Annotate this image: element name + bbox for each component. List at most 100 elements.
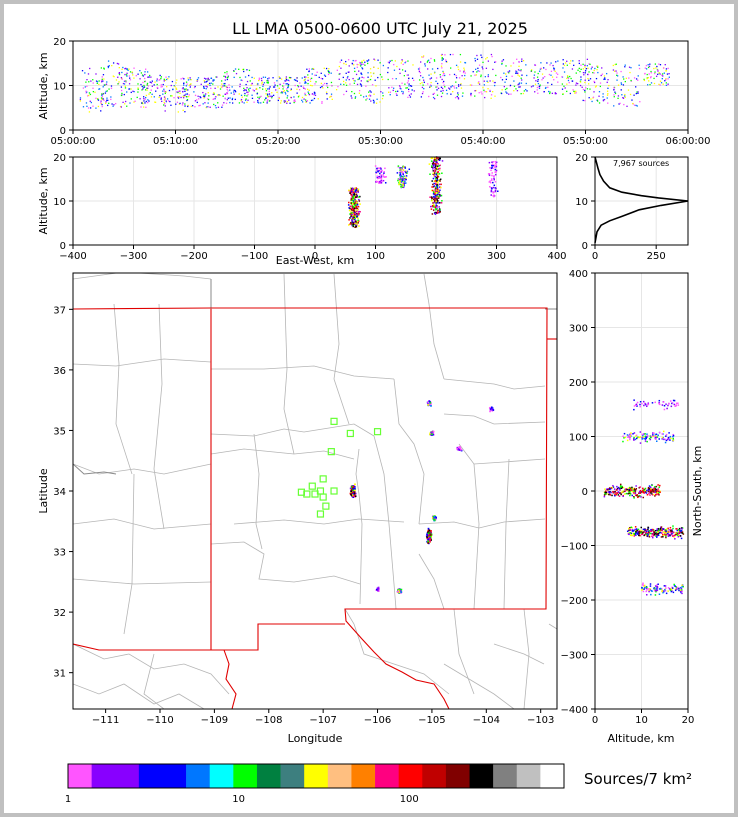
east-west-source [403, 177, 405, 180]
north-south-source [647, 588, 650, 590]
map-source [426, 536, 428, 538]
north-south-source [609, 494, 612, 496]
east-west-source [488, 181, 491, 183]
east-west-source [352, 188, 355, 190]
map-source [426, 533, 429, 535]
north-south-source [650, 436, 652, 439]
east-west-source [432, 193, 435, 195]
altitude-time-source [142, 88, 144, 90]
north-south-source [640, 526, 643, 529]
north-south-source [635, 403, 638, 406]
altitude-time-source [224, 75, 226, 78]
north-south-source [628, 486, 631, 489]
east-west-source [356, 214, 358, 217]
altitude-time-source [483, 89, 485, 91]
north-south-source [613, 494, 616, 496]
north-south-source [607, 488, 609, 490]
altitude-time-source [538, 70, 541, 72]
north-south-source [633, 493, 636, 495]
altitude-time-source [659, 64, 662, 66]
altitude-time-source [461, 95, 464, 97]
north-south-source [642, 582, 644, 585]
east-west-source [351, 188, 354, 191]
altitude-time-source [259, 87, 261, 89]
east-west-source [358, 225, 360, 227]
altitude-time-source [221, 104, 224, 106]
altitude-time-source [284, 101, 286, 103]
east-west-source [435, 182, 437, 185]
altitude-time-source [87, 107, 90, 109]
north-south-source [611, 494, 613, 497]
altitude-time-source [242, 68, 245, 71]
colorbar-label: Sources/7 km² [584, 770, 692, 788]
altitude-time-source [541, 79, 543, 81]
north-south-source [669, 435, 672, 438]
altitude-time-source [448, 87, 450, 89]
altitude-time-source [213, 93, 215, 95]
altitude-time-source [440, 90, 442, 92]
north-south-source [677, 532, 680, 535]
east-west-source [439, 194, 441, 196]
altitude-time-source [95, 80, 98, 82]
north-south-source [603, 494, 606, 496]
east-west-source [351, 214, 354, 217]
altitude-time-source [162, 104, 165, 106]
east-west-source [353, 210, 356, 212]
altitude-time-source [428, 95, 430, 98]
altitude-time-source [146, 84, 148, 86]
east-west-source [488, 173, 491, 175]
altitude-time-source [664, 80, 666, 82]
altitude-time-source [103, 67, 105, 69]
altitude-time-source [145, 68, 147, 70]
altitude-time-source [551, 83, 553, 86]
altitude-time-source [338, 78, 340, 80]
altitude-time-source [345, 84, 348, 86]
altitude-time-source [552, 64, 554, 67]
altitude-time-source [248, 69, 251, 72]
altitude-time-source [595, 77, 598, 80]
altitude-time-source [567, 77, 570, 79]
altitude-time-source [647, 84, 649, 86]
north-south-source [634, 532, 637, 535]
altitude-time-source [427, 60, 429, 62]
altitude-time-source [160, 86, 162, 88]
altitude-time-source [500, 92, 503, 95]
altitude-time-source [177, 97, 180, 99]
east-west-source [402, 183, 404, 185]
east-west-source [351, 194, 353, 197]
altitude-time-source [442, 71, 445, 73]
altitude-time-source [224, 93, 226, 95]
altitude-time-source [107, 65, 109, 68]
altitude-time-source [403, 74, 406, 77]
altitude-time-source [288, 99, 290, 101]
map-source [459, 447, 462, 449]
colorbar-swatch [280, 764, 305, 788]
altitude-time-source [613, 89, 615, 91]
altitude-time-source [424, 63, 426, 65]
altitude-time-source [177, 111, 179, 113]
altitude-time-source [276, 91, 278, 93]
altitude-time-source [441, 87, 444, 90]
altitude-time-source [318, 76, 320, 79]
altitude-time-source [214, 104, 217, 107]
longitude-tick-label: −107 [309, 715, 336, 726]
altitude-time-source [624, 95, 626, 97]
altitude-time-source [297, 84, 299, 87]
east-west-source [494, 168, 497, 171]
altitude-time-source [213, 79, 215, 81]
altitude-time-source [149, 92, 151, 94]
altitude-time-source [287, 83, 290, 86]
north-south-source [658, 486, 660, 489]
map-source [492, 409, 495, 411]
altitude-time-source [577, 69, 579, 71]
altitude-time-source [136, 96, 138, 99]
altitude-time-source [358, 77, 361, 79]
east-west-source [493, 164, 496, 167]
east-west-source [375, 171, 377, 174]
east-west-source [354, 194, 357, 197]
altitude-time-source [251, 94, 253, 96]
altitude-time-source [296, 77, 298, 79]
altitude-time-source [304, 94, 306, 96]
altitude-time-source [140, 83, 142, 86]
